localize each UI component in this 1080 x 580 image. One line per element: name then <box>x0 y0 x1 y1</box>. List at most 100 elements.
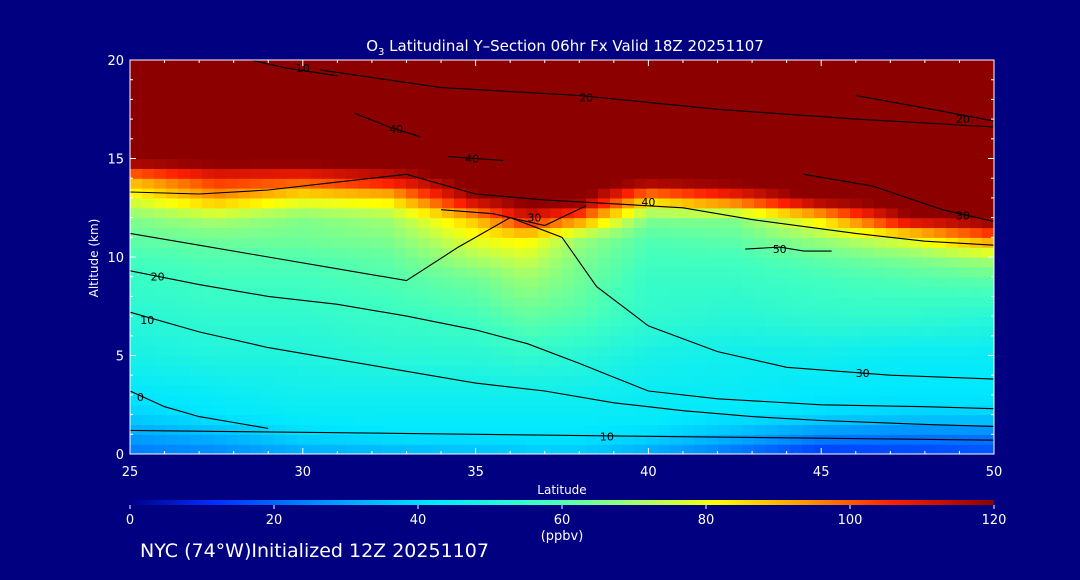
heatmap-cell <box>454 60 467 71</box>
heatmap-cell <box>406 188 419 199</box>
heatmap-cell <box>250 89 263 100</box>
heatmap-cell <box>802 404 815 416</box>
heatmap-cell <box>742 434 755 445</box>
heatmap-cell <box>826 355 839 366</box>
heatmap-cell <box>214 375 227 386</box>
heatmap-cell <box>838 207 851 219</box>
heatmap-cell <box>682 306 695 317</box>
heatmap-cell <box>766 404 779 416</box>
heatmap-cell <box>718 335 731 347</box>
heatmap-cell <box>634 444 647 454</box>
heatmap-cell <box>802 424 815 435</box>
heatmap-cell <box>430 148 443 160</box>
heatmap-cell <box>298 306 311 317</box>
heatmap-cell <box>946 365 959 376</box>
heatmap-cell <box>958 69 971 81</box>
heatmap-cell <box>406 69 419 81</box>
heatmap-cell <box>310 316 323 327</box>
heatmap-cell <box>298 158 311 169</box>
heatmap-cell <box>694 276 707 288</box>
heatmap-cell <box>310 444 323 454</box>
heatmap-cell <box>358 119 371 130</box>
heatmap-cell <box>958 424 971 435</box>
heatmap-cell <box>802 247 815 258</box>
heatmap-cell <box>946 79 959 91</box>
heatmap-cell <box>778 89 791 100</box>
heatmap-cell <box>622 247 635 258</box>
heatmap-cell <box>274 119 287 130</box>
heatmap-cell <box>814 404 827 416</box>
heatmap-cell <box>610 138 623 150</box>
heatmap-cell <box>814 148 827 160</box>
heatmap-cell <box>982 424 994 435</box>
heatmap-cell <box>130 335 143 347</box>
heatmap-cell <box>754 109 767 120</box>
heatmap-cell <box>622 168 635 179</box>
y-tick-label: 10 <box>107 251 124 266</box>
heatmap-cell <box>286 325 299 337</box>
heatmap-cell <box>586 207 599 219</box>
heatmap-cell <box>178 60 191 71</box>
heatmap-cell <box>298 69 311 81</box>
heatmap-cell <box>610 197 623 209</box>
heatmap-cell <box>682 79 695 91</box>
heatmap-cell <box>970 217 983 229</box>
heatmap-cell <box>754 394 767 406</box>
heatmap-cell <box>934 99 947 110</box>
heatmap-cell <box>370 434 383 445</box>
heatmap-cell <box>322 257 335 268</box>
heatmap-cell <box>706 109 719 120</box>
heatmap-cell <box>478 266 491 278</box>
heatmap-cell <box>754 375 767 386</box>
heatmap-cell <box>910 296 923 307</box>
heatmap-cell <box>706 217 719 229</box>
heatmap-cell <box>646 178 659 189</box>
heatmap-cell <box>298 335 311 347</box>
heatmap-cell <box>322 188 335 199</box>
heatmap-cell <box>130 394 143 406</box>
heatmap-cell <box>178 355 191 366</box>
heatmap-cell <box>214 286 227 297</box>
heatmap-cell <box>910 306 923 317</box>
heatmap-cell <box>514 325 527 337</box>
heatmap-cell <box>346 276 359 288</box>
heatmap-cell <box>742 335 755 347</box>
heatmap-cell <box>550 60 563 71</box>
heatmap-cell <box>670 188 683 199</box>
heatmap-cell <box>190 286 203 297</box>
heatmap-cell <box>202 69 215 81</box>
heatmap-cell <box>274 178 287 189</box>
heatmap-cell <box>262 316 275 327</box>
heatmap-cell <box>682 385 695 396</box>
heatmap-cell <box>382 207 395 219</box>
heatmap-cell <box>346 128 359 140</box>
heatmap-cell <box>874 325 887 337</box>
heatmap-cell <box>466 138 479 150</box>
heatmap-cell <box>610 414 623 426</box>
heatmap-cell <box>610 207 623 219</box>
heatmap-cell <box>850 266 863 278</box>
heatmap-cell <box>466 325 479 337</box>
heatmap-cell <box>646 335 659 347</box>
heatmap-cell <box>442 109 455 120</box>
heatmap-cell <box>478 404 491 416</box>
heatmap-cell <box>154 237 167 248</box>
heatmap-cell <box>634 109 647 120</box>
contour-line <box>130 216 994 380</box>
heatmap-cell <box>982 394 994 406</box>
heatmap-cell <box>358 325 371 337</box>
heatmap-cell <box>490 119 503 130</box>
heatmap-cell <box>370 158 383 169</box>
heatmap-cell <box>562 79 575 91</box>
heatmap-cell <box>982 345 994 357</box>
heatmap-cell <box>238 158 251 169</box>
heatmap-cell <box>574 227 587 238</box>
heatmap-cell <box>514 89 527 100</box>
heatmap-cell <box>202 109 215 120</box>
heatmap-cell <box>718 296 731 307</box>
heatmap-cell <box>298 266 311 278</box>
heatmap-cell <box>718 60 731 71</box>
heatmap-cell <box>322 89 335 100</box>
heatmap-cell <box>202 148 215 160</box>
heatmap-cell <box>634 257 647 268</box>
